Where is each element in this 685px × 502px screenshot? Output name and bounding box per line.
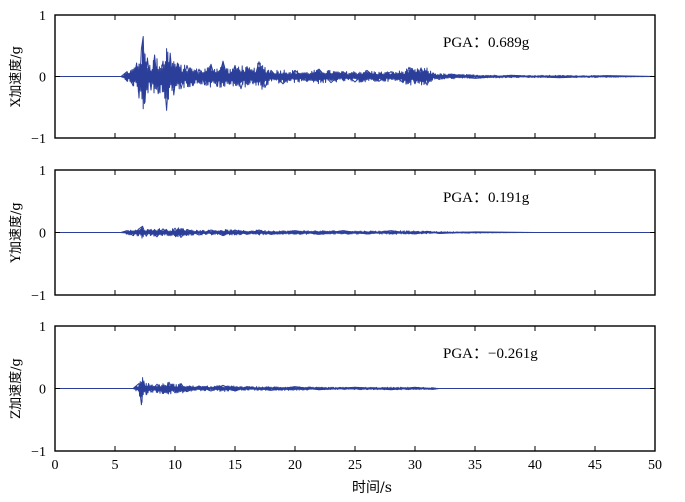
x-tick-label: 25 xyxy=(348,458,362,473)
pga-annotation: PGA：0.689g xyxy=(443,35,530,51)
x-tick-label: 0 xyxy=(52,458,59,473)
acceleration-trace xyxy=(55,40,655,110)
y-axis-label: Y加速度/g xyxy=(8,202,24,263)
y-tick-label: −1 xyxy=(31,445,46,460)
x-tick-label: 40 xyxy=(528,458,542,473)
pga-annotation: PGA：0.191g xyxy=(443,190,530,206)
x-tick-label: 10 xyxy=(168,458,182,473)
trace-group xyxy=(55,377,655,406)
y-tick-label: −1 xyxy=(31,289,46,304)
x-tick-label: 35 xyxy=(468,458,482,473)
panel-z: 0 5 10 15 20 25 30 35 40 45 50 −1 0 1 Z加速度/g PGA：−0.261… xyxy=(8,320,662,473)
x-tick-label: 30 xyxy=(408,458,422,473)
y-tick-label: 0 xyxy=(39,383,46,398)
x-axis-label: 时间/s xyxy=(352,480,392,496)
y-tick-label: −1 xyxy=(31,132,46,147)
y-tick-label: 1 xyxy=(39,320,46,335)
panel-y: −1 0 1 Y加速度/g PGA：0.191g xyxy=(8,164,656,304)
acceleration-peaks xyxy=(55,36,655,111)
y-tick-label: 0 xyxy=(39,71,46,86)
y-tick-label: 1 xyxy=(39,9,46,24)
y-tick-label: 1 xyxy=(39,164,46,179)
y-tick-label: 0 xyxy=(39,227,46,242)
acceleration-peaks xyxy=(55,380,655,406)
x-tick-label: 5 xyxy=(112,458,119,473)
trace-group xyxy=(55,225,655,239)
x-tick-label: 45 xyxy=(588,458,602,473)
trace-group xyxy=(55,36,655,111)
panels: −1 0 1 X加速度/g PGA：0.689g −1 0 1 Y加速度/g PGA：0.191g… xyxy=(8,9,662,473)
acceleration-peaks xyxy=(55,225,655,238)
x-tick-label: 50 xyxy=(648,458,662,473)
y-axis-label: Z加速度/g xyxy=(8,358,24,419)
panel-x: −1 0 1 X加速度/g PGA：0.689g xyxy=(8,9,656,147)
x-tick-label: 15 xyxy=(228,458,242,473)
x-tick-label: 20 xyxy=(288,458,302,473)
y-axis-label: X加速度/g xyxy=(8,46,24,107)
pga-annotation: PGA：−0.261g xyxy=(443,346,538,362)
